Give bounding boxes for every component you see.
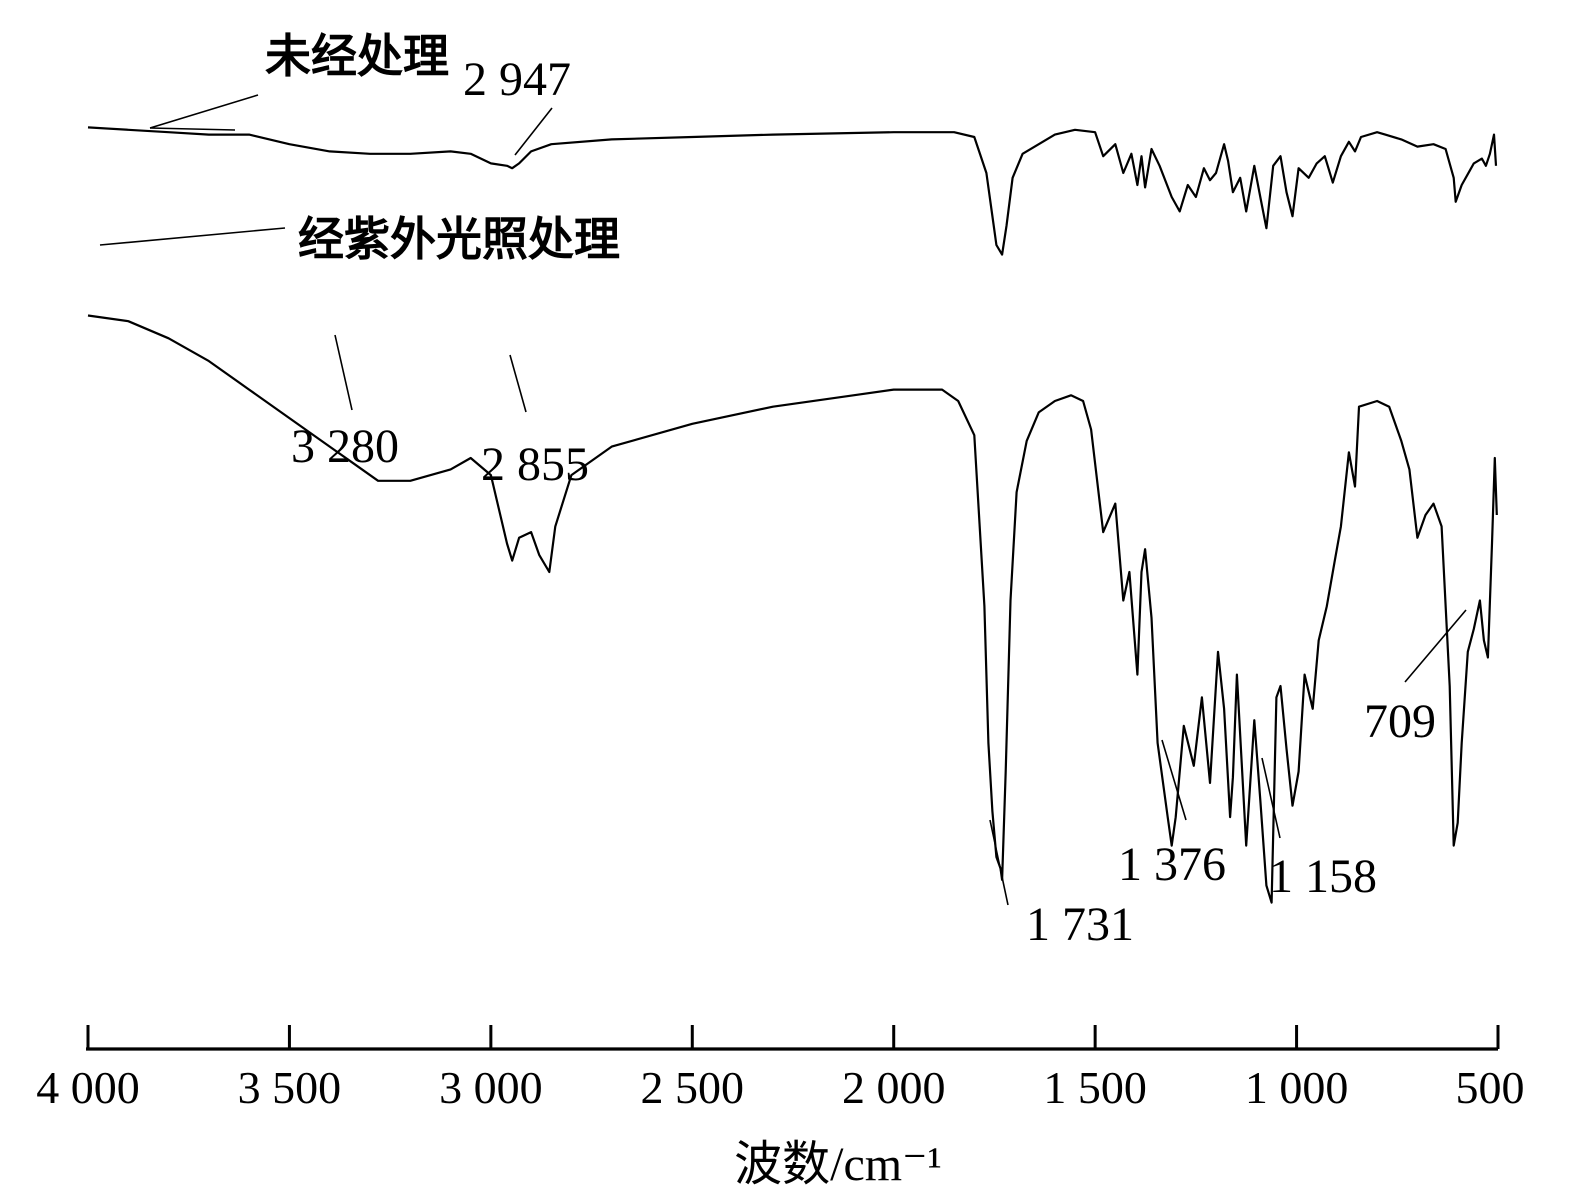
x-tick-label: 4 000	[36, 1062, 140, 1113]
peak-leader	[1404, 609, 1467, 683]
x-tick-label: 2 500	[641, 1062, 745, 1113]
spectrum-line-2	[87, 314, 1498, 904]
peak-leader	[509, 354, 527, 413]
leader-layer	[99, 94, 1467, 906]
peak-label: 2 947	[463, 53, 571, 106]
x-axis: 4 000 3 500 3 000 2 500 2 000 1 500 1 000 500	[36, 1025, 1525, 1113]
peak-label: 709	[1364, 695, 1436, 748]
peak-leader	[989, 819, 1009, 906]
peak-label: 3 280	[291, 420, 399, 473]
legend-leader-2	[99, 227, 286, 246]
peak-leader	[1161, 739, 1187, 821]
x-tick-label: 1 500	[1043, 1062, 1147, 1113]
peak-label: 1 731	[1026, 898, 1134, 951]
legend-leader-1-b	[149, 127, 236, 131]
x-tick-label: 3 000	[439, 1062, 543, 1113]
legend-label-2: 经紫外光照处理	[298, 214, 620, 265]
peak-leader	[334, 334, 353, 411]
peak-leader	[1261, 757, 1281, 839]
peak-label: 1 376	[1118, 838, 1226, 891]
x-axis-title: 波数/cm⁻¹	[734, 1138, 942, 1191]
legend-leader-1	[149, 94, 259, 129]
peak-leader	[514, 107, 553, 156]
x-tick-label: 2 000	[842, 1062, 946, 1113]
spectrum-line-1	[87, 126, 1498, 256]
x-tick-label: 500	[1456, 1062, 1525, 1113]
legend-label-1: 未经处理	[265, 31, 449, 82]
peak-label: 2 855	[481, 438, 589, 491]
x-tick-label: 3 500	[238, 1062, 342, 1113]
series-layer	[87, 126, 1498, 904]
x-tick-label: 1 000	[1245, 1062, 1349, 1113]
peak-label: 1 158	[1269, 850, 1377, 903]
